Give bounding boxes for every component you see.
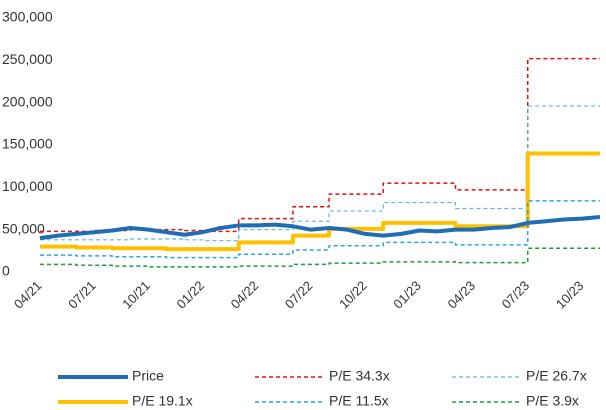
x-tick-label: 01/22 bbox=[174, 278, 208, 312]
legend-label: P/E 11.5x bbox=[329, 393, 389, 409]
series-line bbox=[40, 151, 600, 252]
series-line bbox=[40, 247, 600, 268]
x-tick-label: 07/21 bbox=[65, 278, 99, 312]
legend-label: P/E 19.1x bbox=[132, 393, 193, 409]
y-tick-label: 100,000 bbox=[2, 178, 53, 194]
legend-label: Price bbox=[132, 368, 164, 384]
series-line bbox=[40, 57, 600, 233]
y-tick-label: 0 bbox=[2, 263, 10, 279]
series-line bbox=[40, 200, 600, 259]
legend-label: P/E 34.3x bbox=[329, 368, 390, 384]
x-tick-label: 04/22 bbox=[228, 278, 262, 312]
y-tick-label: 300,000 bbox=[2, 9, 53, 25]
series-line bbox=[39, 214, 601, 241]
x-tick-label: 04/21 bbox=[11, 278, 45, 312]
y-tick-label: 150,000 bbox=[2, 136, 53, 152]
y-tick-label: 200,000 bbox=[2, 93, 53, 109]
series-line bbox=[40, 105, 600, 242]
legend-label: P/E 3.9x bbox=[526, 393, 579, 409]
y-tick-label: 50,000 bbox=[2, 220, 45, 236]
y-tick-label: 250,000 bbox=[2, 51, 53, 67]
x-tick-label: 07/22 bbox=[282, 278, 316, 312]
x-tick-label: 10/23 bbox=[553, 278, 587, 312]
x-tick-label: 07/23 bbox=[499, 278, 533, 312]
x-tick-label: 01/23 bbox=[390, 278, 424, 312]
x-tick-label: 10/21 bbox=[119, 278, 153, 312]
x-tick-label: 04/23 bbox=[444, 278, 478, 312]
legend-label: P/E 26.7x bbox=[526, 368, 587, 384]
x-tick-label: 10/22 bbox=[336, 278, 370, 312]
